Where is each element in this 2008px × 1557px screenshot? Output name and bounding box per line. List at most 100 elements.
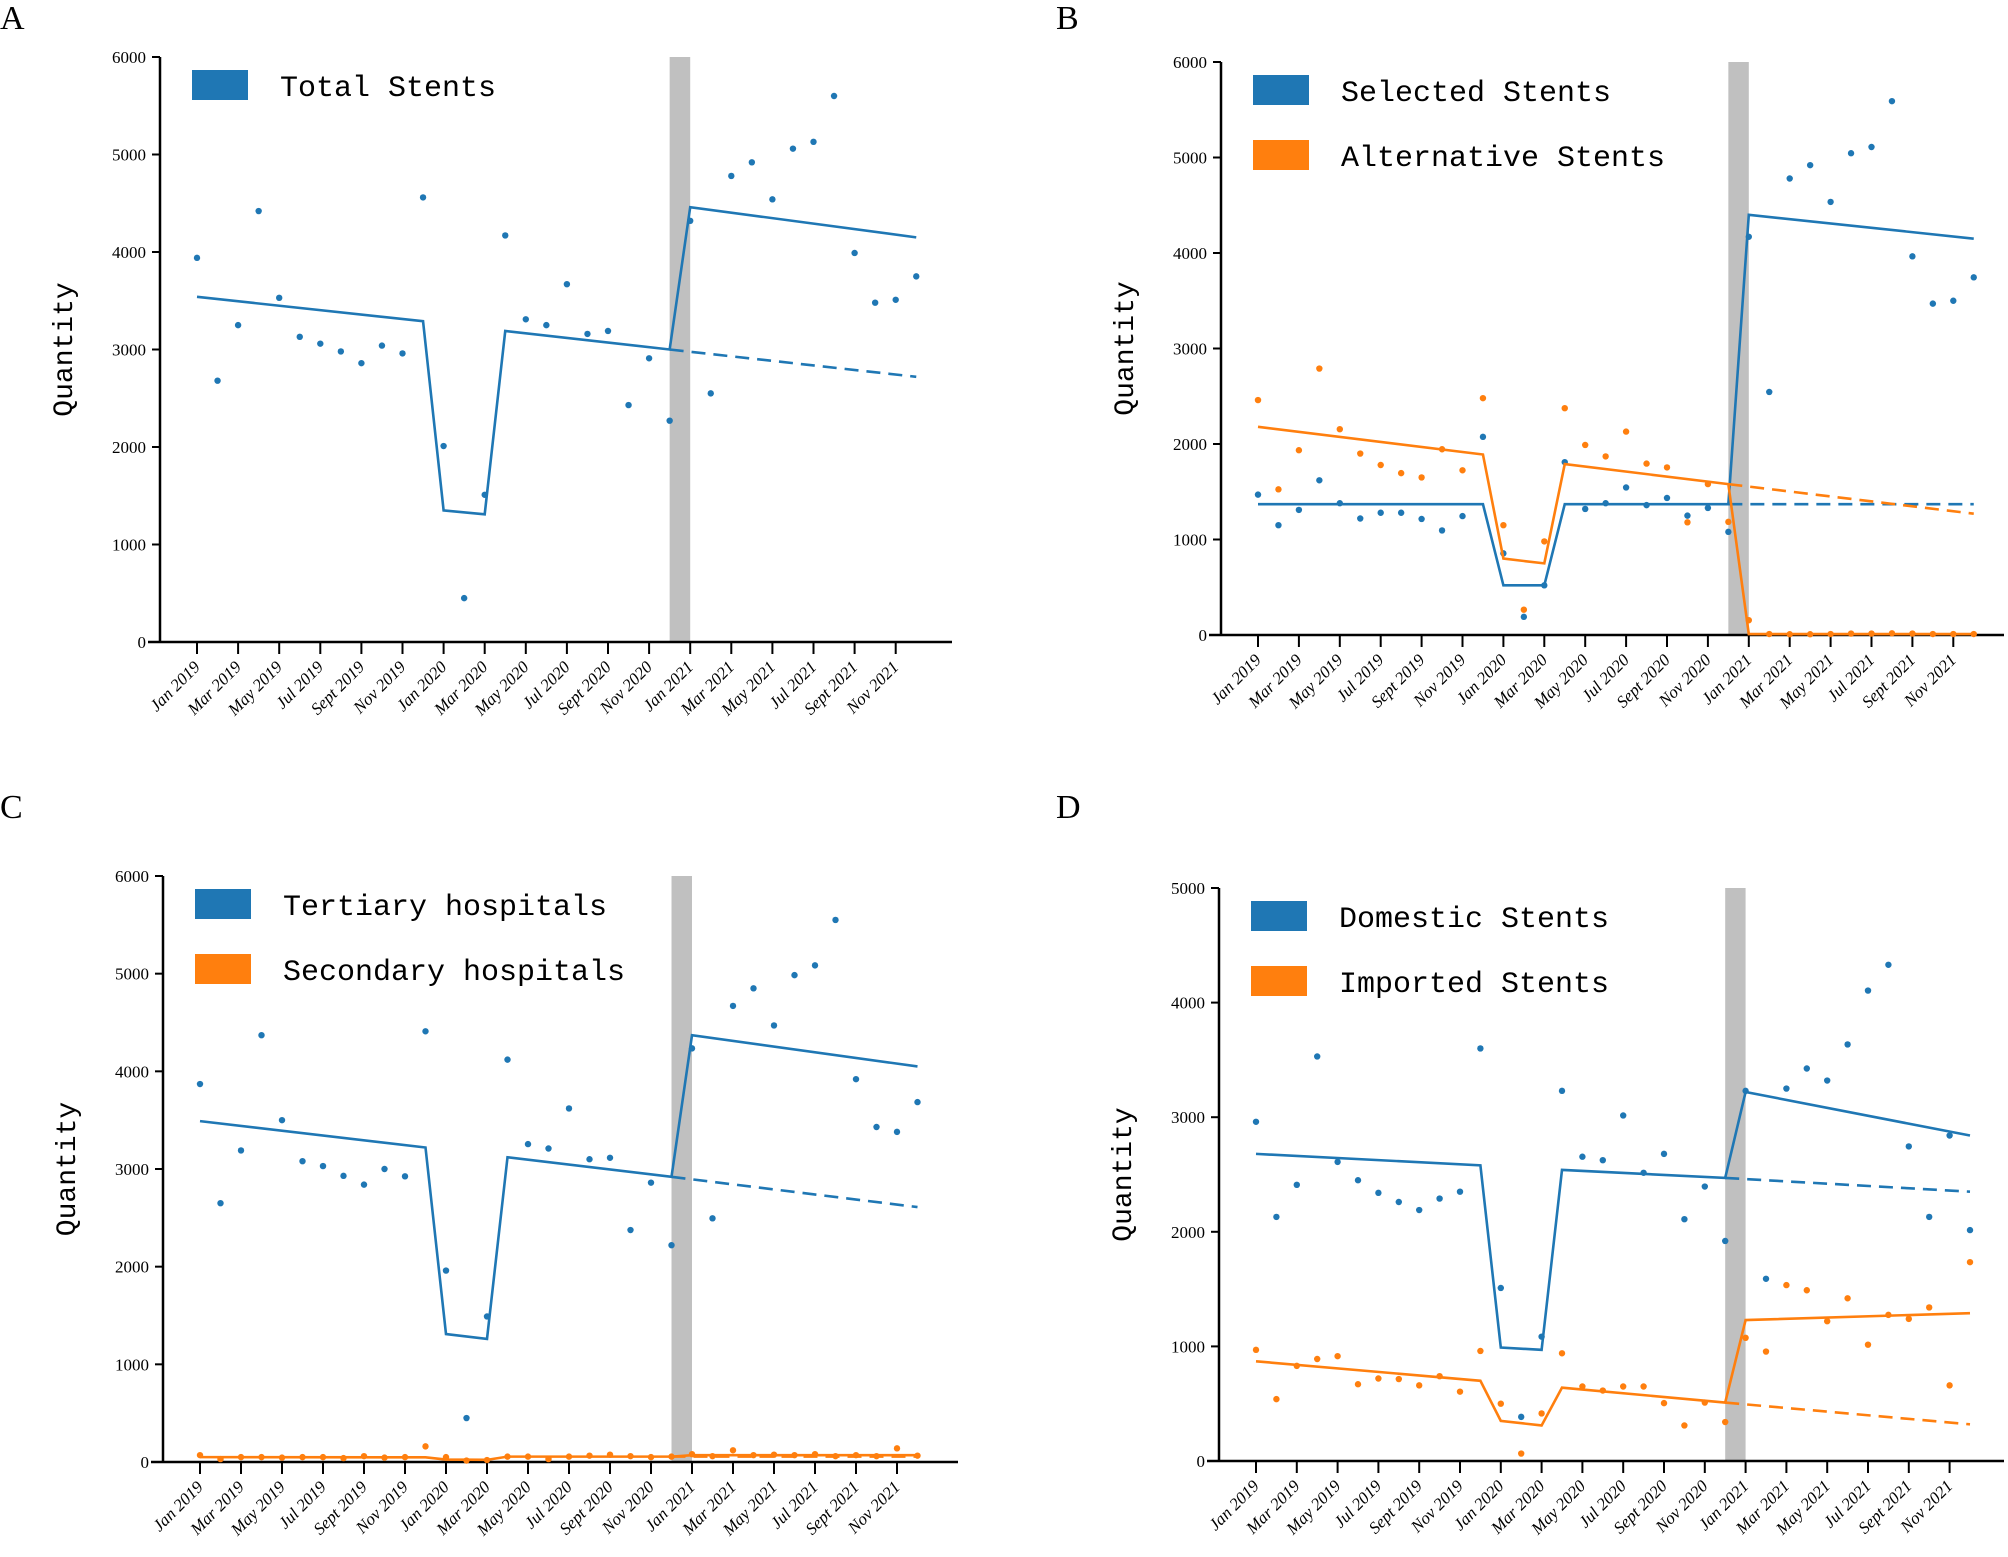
data-point xyxy=(1538,1410,1545,1417)
data-point xyxy=(789,145,797,152)
data-point xyxy=(340,1172,347,1180)
data-point xyxy=(709,1215,716,1222)
data-point xyxy=(811,1450,819,1458)
data-point xyxy=(1518,1450,1525,1457)
data-point xyxy=(1824,1077,1831,1084)
data-point xyxy=(1541,538,1548,545)
fitted-trend-line xyxy=(196,205,917,516)
data-point xyxy=(1334,1158,1341,1166)
data-point xyxy=(647,1453,655,1461)
series-domestic-stents xyxy=(1252,961,1974,1421)
data-point xyxy=(1783,1281,1790,1289)
data-point xyxy=(1436,1195,1443,1202)
data-point xyxy=(1438,446,1446,453)
data-point xyxy=(873,1452,880,1460)
data-point xyxy=(217,1199,224,1207)
counterfactual-line xyxy=(1725,1176,1971,1193)
y-tick-label: 3000 xyxy=(112,341,146,360)
data-point xyxy=(1847,630,1855,637)
series-selected-stents xyxy=(1254,97,1977,621)
data-point xyxy=(422,1028,429,1035)
data-point xyxy=(1395,1198,1402,1206)
data-point xyxy=(483,1456,491,1464)
data-point xyxy=(893,1128,901,1136)
data-point xyxy=(1273,1213,1280,1221)
data-point xyxy=(1252,1346,1260,1354)
data-point xyxy=(1582,441,1589,449)
data-point xyxy=(563,280,571,288)
data-point xyxy=(1643,501,1650,509)
data-point xyxy=(193,254,201,262)
data-point xyxy=(1416,1382,1423,1389)
y-tick-label: 0 xyxy=(138,633,147,652)
data-point xyxy=(1252,1118,1260,1125)
data-point xyxy=(748,159,756,166)
y-axis-label: Quantity xyxy=(1111,281,1142,415)
data-point xyxy=(1357,450,1364,457)
panel-c: C 0 1000 2000 3000 4000 5000 6000 Quantity Jan 2… xyxy=(0,779,1004,1557)
data-point xyxy=(1438,527,1446,534)
data-point xyxy=(463,1457,470,1464)
data-point xyxy=(340,1454,347,1462)
y-tick-label: 6000 xyxy=(115,867,149,886)
data-point xyxy=(1888,630,1896,637)
data-point xyxy=(1620,1383,1627,1390)
y-tick-label: 4000 xyxy=(1173,244,1207,263)
data-point xyxy=(1456,1388,1464,1395)
data-point xyxy=(625,401,632,409)
data-point xyxy=(1783,1085,1790,1092)
y-tick-label: 4000 xyxy=(112,243,146,262)
data-point xyxy=(668,1241,675,1249)
series-imported-stents xyxy=(1252,1258,1974,1457)
data-point xyxy=(606,1154,614,1161)
data-point xyxy=(1806,631,1814,638)
data-point xyxy=(873,1123,880,1131)
data-point xyxy=(237,1453,245,1461)
data-point xyxy=(1418,474,1425,481)
data-point xyxy=(442,1453,450,1461)
data-point xyxy=(707,390,714,397)
data-point xyxy=(1660,1150,1668,1158)
data-point xyxy=(791,1451,798,1459)
data-point xyxy=(1336,425,1343,433)
data-point xyxy=(1477,1347,1484,1355)
data-point xyxy=(317,340,324,347)
data-point xyxy=(1602,453,1609,460)
data-point xyxy=(914,1098,921,1106)
data-point xyxy=(1950,297,1957,304)
data-point xyxy=(196,1451,204,1459)
data-point xyxy=(1397,469,1405,477)
data-point xyxy=(1929,300,1937,307)
data-point xyxy=(1395,1375,1402,1383)
data-point xyxy=(1538,1333,1545,1340)
data-point xyxy=(1946,1132,1953,1139)
data-point xyxy=(1868,143,1875,151)
data-point xyxy=(1579,1153,1586,1160)
data-point xyxy=(1354,1381,1362,1388)
data-point xyxy=(565,1453,573,1460)
legend-swatch xyxy=(192,70,248,100)
data-point xyxy=(1416,1206,1423,1214)
data-point xyxy=(1336,500,1343,507)
data-point xyxy=(504,1453,511,1460)
series-secondary-hospitals xyxy=(196,1443,921,1464)
data-point xyxy=(627,1452,634,1460)
panel-letter-c: C xyxy=(0,789,23,826)
y-tick-label: 1000 xyxy=(1171,1337,1205,1356)
data-point xyxy=(1684,519,1691,526)
data-point xyxy=(687,217,694,224)
data-point xyxy=(1725,518,1732,526)
data-point xyxy=(668,1453,675,1460)
data-point xyxy=(319,1162,327,1170)
data-point xyxy=(1479,433,1487,441)
data-point xyxy=(1561,404,1568,412)
data-point xyxy=(278,1454,286,1461)
data-point xyxy=(852,1075,860,1083)
data-point xyxy=(1704,504,1712,512)
data-point xyxy=(255,207,262,215)
data-point xyxy=(440,442,447,450)
data-point xyxy=(1375,1375,1382,1382)
data-point xyxy=(1701,1399,1708,1406)
y-tick-label: 1000 xyxy=(112,536,146,555)
